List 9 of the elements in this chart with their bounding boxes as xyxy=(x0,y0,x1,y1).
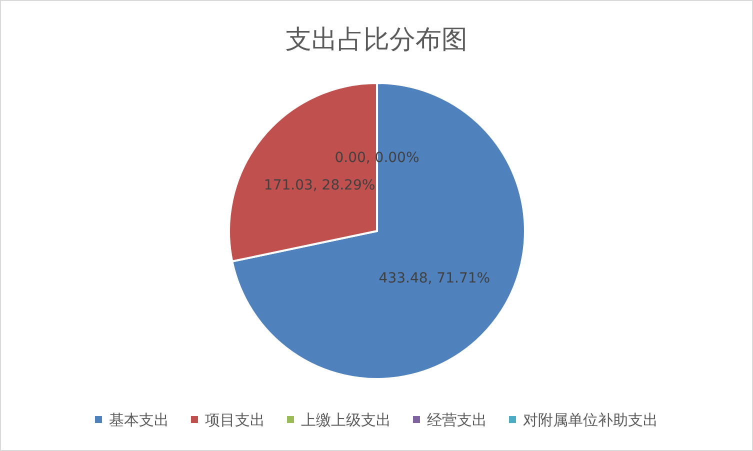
legend-label: 基本支出 xyxy=(109,411,169,429)
legend-label: 经营支出 xyxy=(427,411,487,429)
chart-title: 支出占比分布图 xyxy=(286,25,468,55)
legend-label: 项目支出 xyxy=(205,411,265,429)
legend-label: 对附属单位补助支出 xyxy=(523,411,658,429)
data-label: 433.48, 71.71% xyxy=(378,270,490,287)
data-label: 171.03, 28.29% xyxy=(264,177,376,194)
legend-label: 上缴上级支出 xyxy=(301,411,391,429)
pie-slice xyxy=(231,82,526,380)
